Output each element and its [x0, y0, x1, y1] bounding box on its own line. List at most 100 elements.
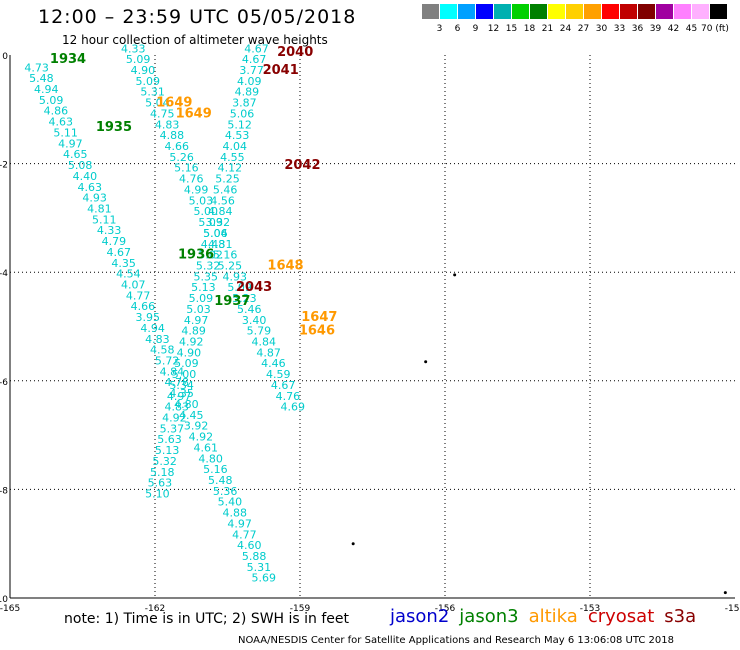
scale-label: 36	[631, 24, 644, 34]
data-point-altika: 5.26	[169, 151, 194, 164]
data-point-s3a: 3.77	[239, 64, 264, 77]
orbit-time-label: 2040	[277, 45, 313, 60]
data-point-s3a: 5.63	[148, 477, 173, 490]
orbit-time-label: 1935	[96, 120, 132, 135]
data-point-jason3: 4.66	[131, 300, 156, 313]
data-point-jason3: 5.31	[247, 561, 272, 574]
data-point-s3a: 5.10	[145, 488, 170, 501]
scale-swatch	[692, 4, 709, 19]
data-point-s3a: 5.25	[215, 173, 240, 186]
data-point-altika: 4.87	[256, 346, 281, 359]
island-marker	[424, 360, 428, 364]
scale-swatch	[476, 4, 493, 19]
data-point-jason3: 4.86	[44, 105, 69, 118]
orbit-time-label: 1649	[156, 96, 192, 111]
data-point-altika: 4.33	[121, 42, 146, 55]
data-point-s3a: 4.55	[220, 151, 245, 164]
data-point-jason3: 4.63	[78, 181, 103, 194]
scale-label: 6	[454, 24, 461, 34]
data-point-altika: 4.76	[179, 173, 204, 186]
data-point-altika: 5.31	[140, 86, 165, 99]
data-point-jason3: 4.92	[189, 431, 214, 444]
legend-jason2: jason2	[390, 606, 450, 627]
data-point-jason3: 4.97	[227, 517, 252, 530]
scale-swatch	[458, 4, 475, 19]
data-point-altika: 5.09	[136, 75, 161, 88]
data-point-altika: 4.66	[165, 140, 190, 153]
data-point-jason3: 4.83	[145, 333, 170, 346]
scale-label: 30	[595, 24, 608, 34]
data-point-jason3: 4.88	[223, 507, 248, 520]
data-point-s3a: 5.06	[230, 107, 255, 120]
chart-subtitle: 12 hour collection of altimeter wave hei…	[62, 33, 328, 47]
data-point-altika: 5.06	[203, 227, 228, 240]
data-point-jason3: 4.80	[198, 452, 223, 465]
scale-swatch	[530, 4, 547, 19]
satellite-legend: jason2 jason3 altika cryosat s3a	[390, 606, 706, 627]
data-point-s3a: 4.67	[244, 42, 269, 55]
orbit-time-label: 1937	[214, 294, 250, 309]
data-point-altika: 4.93	[223, 270, 248, 283]
island-marker	[453, 273, 457, 277]
scale-label: 45	[685, 24, 698, 34]
data-point-altika: 5.04	[145, 97, 170, 110]
data-point-jason3: 4.84	[160, 365, 185, 378]
scale-label: 21	[541, 24, 554, 34]
data-point-s3a: 4.89	[181, 325, 206, 338]
scale-swatch	[674, 4, 691, 19]
orbit-time-label: 2041	[263, 63, 299, 78]
data-point-jason3: 5.08	[68, 159, 93, 172]
data-point-jason3: 4.63	[49, 116, 74, 129]
data-point-altika: 4.69	[281, 401, 306, 414]
data-point-s3a: 5.13	[155, 444, 180, 457]
y-tick-label: 0	[2, 52, 8, 62]
data-point-altika: 5.16	[174, 162, 199, 175]
data-point-s3a: 4.12	[218, 162, 243, 175]
data-point-jason3: 4.65	[63, 148, 88, 161]
data-point-jason3: 4.35	[111, 257, 136, 270]
x-tick-label: -162	[145, 604, 165, 614]
scale-label: 27	[577, 24, 590, 34]
data-point-s3a: 4.04	[223, 140, 248, 153]
scale-label: 42	[667, 24, 680, 34]
data-point-s3a: 4.56	[210, 194, 235, 207]
data-point-jason3: 4.80	[174, 398, 199, 411]
data-point-altika: 5.46	[237, 303, 262, 316]
orbit-time-label: 1647	[301, 310, 337, 325]
island-marker	[351, 542, 355, 546]
data-point-jason3: 4.61	[194, 441, 219, 454]
chart-title: 12:00 – 23:59 UTC 05/05/2018	[38, 6, 357, 28]
data-point-altika: 4.59	[266, 368, 291, 381]
scale-label: 12	[487, 24, 500, 34]
data-point-altika: 5.09	[126, 53, 151, 66]
scale-swatch	[710, 4, 727, 19]
data-point-s3a: 4.53	[225, 129, 250, 142]
data-point-jason3: 5.72	[155, 355, 180, 368]
data-point-jason3: 4.54	[116, 268, 141, 281]
scale-swatch	[494, 4, 511, 19]
legend-cryosat: cryosat	[587, 606, 655, 627]
data-point-altika: 4.84	[252, 336, 277, 349]
scale-swatch	[548, 4, 565, 19]
x-tick-label: -165	[0, 604, 20, 614]
y-tick-label: -8	[0, 486, 8, 496]
data-point-s3a: 5.34	[169, 379, 194, 392]
data-point-s3a: 5.46	[213, 183, 238, 196]
scale-swatch	[440, 4, 457, 19]
x-tick-label: -159	[290, 604, 311, 614]
data-point-s3a: 4.92	[179, 336, 204, 349]
y-tick-label: -10	[0, 595, 8, 605]
legend-s3a: s3a	[664, 606, 697, 627]
orbit-time-label: 2043	[236, 280, 272, 295]
data-point-altika: 5.79	[247, 325, 272, 338]
scale-label: 24	[559, 24, 572, 34]
data-point-jason3: 4.94	[140, 322, 165, 335]
data-point-s3a: 5.18	[150, 466, 175, 479]
scale-label: 33	[613, 24, 626, 34]
scale-label: 9	[472, 24, 479, 34]
data-point-jason3: 4.97	[58, 137, 83, 150]
scale-swatch	[638, 4, 655, 19]
data-point-s3a: 5.13	[191, 281, 216, 294]
data-point-jason3: 4.60	[237, 539, 262, 552]
